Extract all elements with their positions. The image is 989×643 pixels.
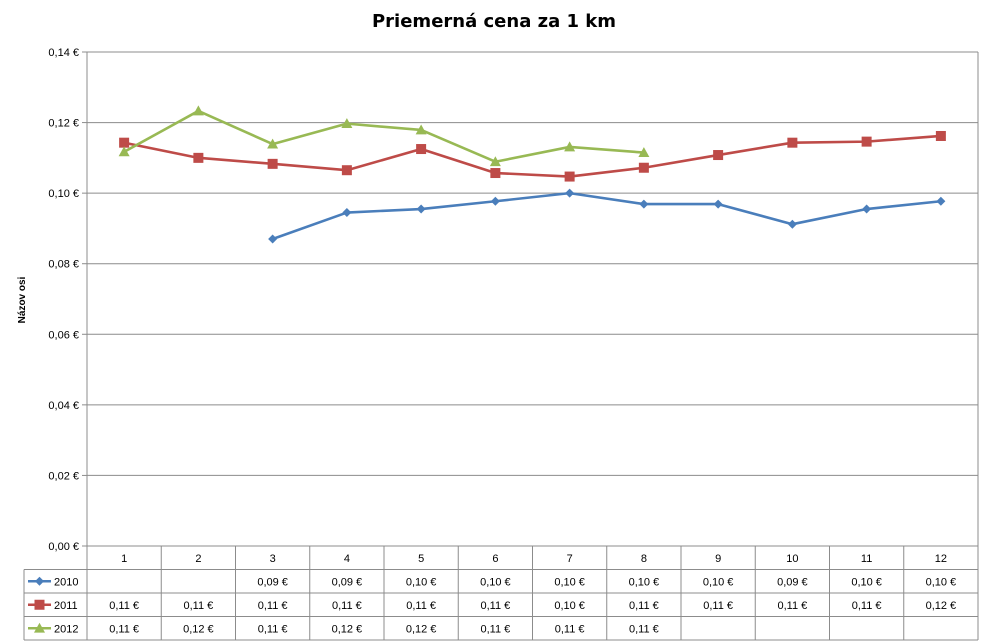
- data-label: 0,10 €: [703, 576, 734, 588]
- series-lines: [118, 105, 946, 244]
- data-label: 0,10 €: [629, 576, 660, 588]
- data-label: 0,12 €: [183, 623, 214, 635]
- y-axis-title: Názov osi: [17, 276, 28, 323]
- data-point: [713, 199, 723, 209]
- data-label: 0,12 €: [926, 600, 957, 612]
- data-point: [267, 158, 278, 169]
- data-label: 0,11 €: [109, 600, 139, 612]
- data-point: [341, 165, 352, 176]
- data-point: [787, 219, 797, 229]
- data-label: 0,12 €: [332, 623, 363, 635]
- data-point: [416, 204, 426, 214]
- x-category-label: 4: [344, 553, 350, 565]
- data-label: 0,12 €: [406, 623, 437, 635]
- data-point: [713, 150, 724, 161]
- data-label: 0,09 €: [257, 576, 288, 588]
- data-point: [564, 171, 575, 182]
- x-category-label: 3: [270, 553, 276, 565]
- data-label: 0,11 €: [629, 600, 659, 612]
- legend-key-marker: [35, 576, 44, 586]
- data-point: [192, 105, 204, 116]
- data-label: 0,10 €: [851, 576, 882, 588]
- y-tick-label: 0,14 €: [48, 47, 79, 59]
- data-label: 0,09 €: [332, 576, 363, 588]
- data-label: 0,11 €: [258, 623, 288, 635]
- axes: 0,00 € 0,02 € 0,04 € 0,06 € 0,08 € 0,10 € 0,12…: [48, 47, 979, 553]
- data-label: 0,11 €: [258, 600, 288, 612]
- y-tick-label: 0,04 €: [48, 400, 79, 412]
- data-point: [936, 196, 946, 206]
- data-point: [638, 162, 649, 173]
- legend-entry: 2011: [54, 600, 78, 612]
- legend-entry: 2012: [54, 623, 78, 635]
- y-tick-label: 0,12 €: [48, 118, 79, 130]
- series-2011: [119, 130, 946, 182]
- data-point: [415, 124, 427, 135]
- series-line: [123, 134, 941, 178]
- data-point: [861, 136, 872, 147]
- x-category-label: 9: [715, 553, 721, 565]
- data-point: [564, 141, 576, 152]
- data-point: [490, 168, 501, 179]
- data-point: [118, 146, 130, 157]
- data-point: [565, 188, 575, 198]
- data-point: [638, 147, 650, 157]
- x-category-label: 5: [418, 553, 424, 565]
- data-label: 0,11 €: [555, 623, 585, 635]
- data-point: [862, 204, 872, 214]
- x-category-label: 8: [641, 553, 647, 565]
- data-point: [639, 199, 649, 209]
- x-category-label: 6: [492, 553, 498, 565]
- x-category-label: 7: [567, 553, 573, 565]
- x-category-label: 12: [935, 553, 947, 565]
- data-label: 0,11 €: [852, 600, 882, 612]
- data-label: 0,11 €: [183, 600, 213, 612]
- series-2012: [118, 105, 650, 167]
- data-label: 0,11 €: [777, 600, 807, 612]
- x-category-label: 1: [121, 553, 127, 565]
- y-tick-label: 0,06 €: [48, 329, 79, 341]
- data-point: [935, 130, 946, 141]
- data-label: 0,11 €: [332, 600, 362, 612]
- legend-key-marker: [34, 622, 45, 633]
- data-point: [267, 138, 279, 149]
- data-point: [119, 137, 130, 148]
- x-category-label: 10: [786, 553, 798, 565]
- data-point: [342, 208, 352, 218]
- y-tick-label: 0,08 €: [48, 259, 79, 271]
- x-category-label: 11: [861, 553, 872, 565]
- data-label: 0,11 €: [480, 623, 510, 635]
- data-point: [193, 152, 204, 163]
- data-label: 0,11 €: [703, 600, 733, 612]
- y-tick-label: 0,00 €: [48, 541, 79, 553]
- data-label: 0,10 €: [554, 576, 585, 588]
- data-label: 0,10 €: [554, 600, 585, 612]
- data-point: [787, 137, 798, 148]
- data-label: 0,11 €: [109, 623, 139, 635]
- data-point: [268, 234, 278, 244]
- y-tick-label: 0,02 €: [48, 470, 79, 482]
- series-line: [123, 109, 644, 164]
- gridlines: [87, 51, 978, 476]
- data-label: 0,11 €: [406, 600, 436, 612]
- series-2010: [268, 188, 946, 244]
- data-label: 0,10 €: [406, 576, 437, 588]
- data-point: [490, 196, 500, 206]
- data-label: 0,11 €: [480, 600, 510, 612]
- y-tick-label: 0,10 €: [48, 188, 79, 200]
- x-category-label: 2: [195, 553, 201, 565]
- data-point: [489, 156, 501, 167]
- data-label: 0,10 €: [926, 576, 957, 588]
- series-line: [272, 191, 942, 241]
- data-point: [341, 118, 353, 129]
- data-label: 0,11 €: [629, 623, 659, 635]
- legend-key-marker: [34, 599, 45, 610]
- data-label: 0,09 €: [777, 576, 808, 588]
- legend-entry: 2010: [54, 576, 78, 588]
- data-point: [416, 144, 427, 155]
- data-label: 0,10 €: [480, 576, 511, 588]
- chart-title: Priemerná cena za 1 km: [372, 11, 616, 32]
